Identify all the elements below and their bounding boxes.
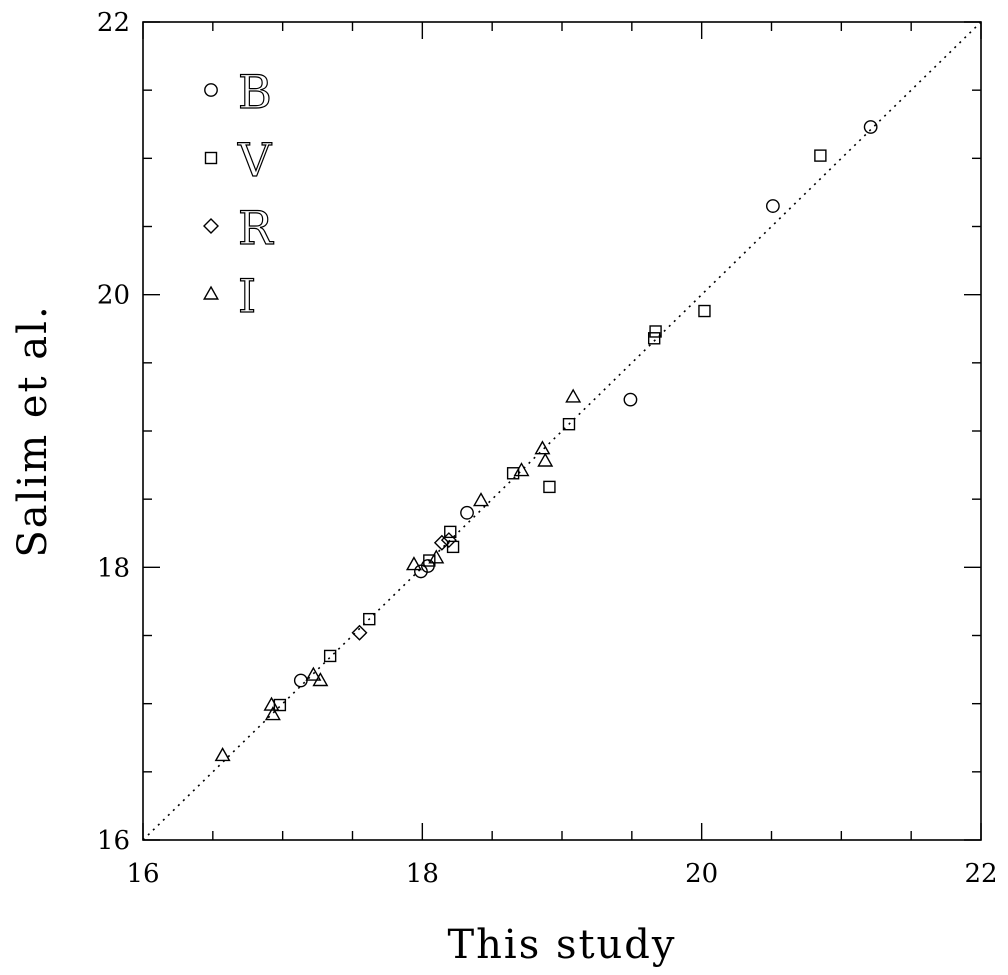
point-I [513, 462, 530, 477]
point-V [814, 149, 827, 162]
legend-circle-icon [204, 83, 218, 97]
data-points [214, 120, 878, 762]
point-V [444, 525, 457, 539]
y-tick-label: 20 [97, 281, 130, 311]
point-V [506, 467, 520, 480]
point-V [446, 540, 460, 554]
point-I [537, 452, 554, 467]
point-V [649, 325, 662, 338]
axis-tick-labels: 16 18 20 22 16 18 20 22 [97, 8, 998, 889]
legend-item-I: I [202, 268, 257, 324]
y-tick-label: 18 [97, 553, 130, 583]
point-I [565, 388, 582, 403]
legend-item-R: R [203, 200, 275, 256]
legend-diamond-icon [203, 218, 219, 234]
point-I [305, 666, 322, 681]
x-tick-label: 22 [964, 859, 997, 889]
point-V [323, 649, 337, 663]
series-R [351, 532, 457, 641]
x-tick-label: 16 [126, 859, 159, 889]
legend-item-V: V [204, 132, 273, 188]
point-I [264, 706, 281, 721]
legend-label: B [238, 65, 272, 119]
point-I [312, 672, 329, 687]
axis-ticks [142, 21, 982, 841]
point-V [543, 480, 556, 494]
point-I [214, 747, 231, 762]
point-B [623, 392, 638, 407]
legend-square-icon [204, 151, 218, 165]
y-tick-label: 16 [97, 826, 130, 856]
point-B [863, 120, 878, 134]
x-tick-label: 18 [406, 859, 439, 889]
series-I [214, 388, 582, 762]
point-R [440, 532, 457, 549]
point-V [647, 332, 661, 345]
point-R [433, 534, 450, 551]
point-V [423, 554, 436, 567]
point-V [562, 417, 576, 431]
x-axis-title: This study [447, 922, 676, 968]
legend-triangle-icon [202, 285, 220, 300]
point-I [472, 492, 489, 507]
y-axis-title: Salim et al. [10, 304, 56, 557]
series-B [293, 120, 878, 688]
series-V [273, 149, 827, 712]
y-tick-label: 22 [97, 8, 130, 38]
legend-label: V [237, 133, 272, 187]
point-B [293, 673, 308, 688]
point-I [405, 556, 422, 571]
legend-label: I [238, 269, 256, 323]
point-B [460, 505, 474, 520]
legend-item-B: B [204, 64, 272, 120]
legend-label: R [238, 201, 274, 255]
point-I [428, 549, 445, 564]
point-V [273, 698, 287, 712]
point-B [765, 199, 780, 213]
x-tick-label: 20 [685, 859, 718, 889]
point-R [351, 624, 368, 641]
point-V [698, 304, 711, 318]
point-I [534, 440, 551, 455]
point-V [363, 612, 376, 626]
